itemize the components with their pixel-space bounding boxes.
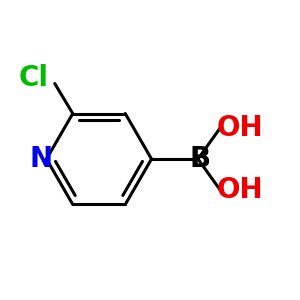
Text: OH: OH [217, 176, 263, 205]
Text: Cl: Cl [19, 64, 49, 92]
Text: B: B [190, 145, 211, 173]
Text: OH: OH [217, 113, 263, 142]
Text: N: N [29, 145, 53, 173]
